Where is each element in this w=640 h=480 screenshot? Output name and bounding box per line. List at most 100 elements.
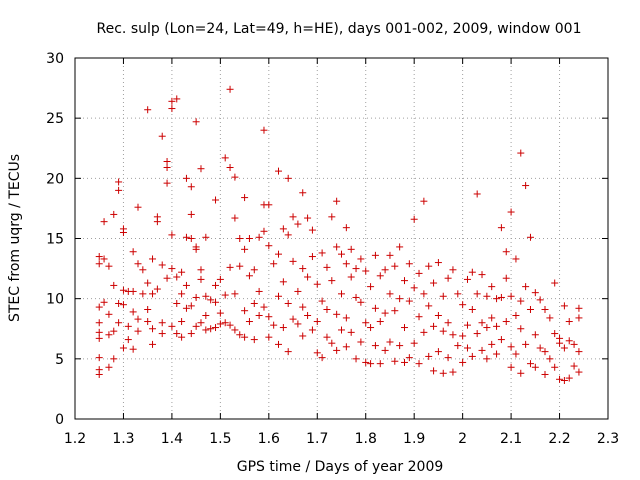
data-point xyxy=(226,85,234,93)
data-point xyxy=(289,257,297,265)
data-point xyxy=(187,210,195,218)
data-point xyxy=(173,299,181,307)
data-point xyxy=(158,261,166,269)
data-point xyxy=(124,336,132,344)
data-point xyxy=(483,355,491,363)
data-point xyxy=(149,255,157,263)
data-point xyxy=(391,307,399,315)
data-point xyxy=(158,132,166,140)
y-tick-label: 0 xyxy=(55,412,64,428)
data-point xyxy=(226,164,234,172)
data-point xyxy=(507,208,515,216)
data-point xyxy=(410,215,418,223)
data-point xyxy=(478,319,486,327)
data-point xyxy=(483,324,491,332)
x-tick-label: 1.7 xyxy=(306,431,328,447)
data-point xyxy=(541,348,549,356)
data-point xyxy=(139,290,147,298)
chart-title: Rec. sulp (Lon=24, Lat=49, h=HE), days 0… xyxy=(97,21,582,37)
data-point xyxy=(425,302,433,310)
data-point xyxy=(304,312,312,320)
data-point xyxy=(173,95,181,103)
data-point xyxy=(226,263,234,271)
data-point xyxy=(158,319,166,327)
data-point xyxy=(115,299,123,307)
data-point xyxy=(333,197,341,205)
data-point xyxy=(144,106,152,114)
data-point xyxy=(551,279,559,287)
data-point xyxy=(323,263,331,271)
data-point xyxy=(313,349,321,357)
x-tick-label: 1.6 xyxy=(258,431,280,447)
data-point xyxy=(396,295,404,303)
data-point xyxy=(144,318,152,326)
data-point xyxy=(192,322,200,330)
data-point xyxy=(197,165,205,173)
data-point xyxy=(241,333,249,341)
data-point xyxy=(463,321,471,329)
data-point xyxy=(129,248,137,256)
data-point xyxy=(468,305,476,313)
data-point xyxy=(483,292,491,300)
data-point xyxy=(328,213,336,221)
data-point xyxy=(551,330,559,338)
data-point xyxy=(575,368,583,376)
data-point xyxy=(284,299,292,307)
data-point xyxy=(110,327,118,335)
data-point xyxy=(497,224,505,232)
data-point xyxy=(202,292,210,300)
data-point xyxy=(221,154,229,162)
data-point xyxy=(260,303,268,311)
data-point xyxy=(415,360,423,368)
data-point xyxy=(386,251,394,259)
data-point xyxy=(275,250,283,258)
data-point xyxy=(575,314,583,322)
y-tick-label: 20 xyxy=(46,171,64,187)
data-point xyxy=(178,318,186,326)
data-point xyxy=(318,249,326,257)
data-point xyxy=(381,346,389,354)
data-point xyxy=(536,296,544,304)
data-point xyxy=(522,340,530,348)
data-point xyxy=(420,197,428,205)
data-point xyxy=(502,318,510,326)
data-point xyxy=(95,253,103,261)
data-point xyxy=(187,302,195,310)
data-point xyxy=(497,336,505,344)
data-point xyxy=(362,358,370,366)
data-point xyxy=(250,336,258,344)
data-point xyxy=(231,214,239,222)
data-point xyxy=(459,358,467,366)
data-point xyxy=(168,231,176,239)
data-point xyxy=(517,149,525,157)
data-point xyxy=(507,292,515,300)
data-point xyxy=(294,320,302,328)
data-point xyxy=(362,319,370,327)
data-point xyxy=(323,333,331,341)
data-point xyxy=(163,274,171,282)
data-point xyxy=(381,266,389,274)
data-point xyxy=(517,325,525,333)
data-point xyxy=(163,179,171,187)
data-point xyxy=(444,354,452,362)
y-axis-label: STEC from uqrg / TECUs xyxy=(7,154,23,322)
data-point xyxy=(531,363,539,371)
data-point xyxy=(270,321,278,329)
data-point xyxy=(507,363,515,371)
data-point xyxy=(381,309,389,317)
data-point xyxy=(265,242,273,250)
data-point xyxy=(425,352,433,360)
data-point xyxy=(178,333,186,341)
data-point xyxy=(241,307,249,315)
data-point xyxy=(575,304,583,312)
data-point xyxy=(182,174,190,182)
data-point xyxy=(275,292,283,300)
data-point xyxy=(149,340,157,348)
data-point xyxy=(289,213,297,221)
data-point xyxy=(328,339,336,347)
data-point xyxy=(386,290,394,298)
x-tick-label: 2 xyxy=(458,431,467,447)
data-point xyxy=(129,345,137,353)
data-point xyxy=(158,330,166,338)
